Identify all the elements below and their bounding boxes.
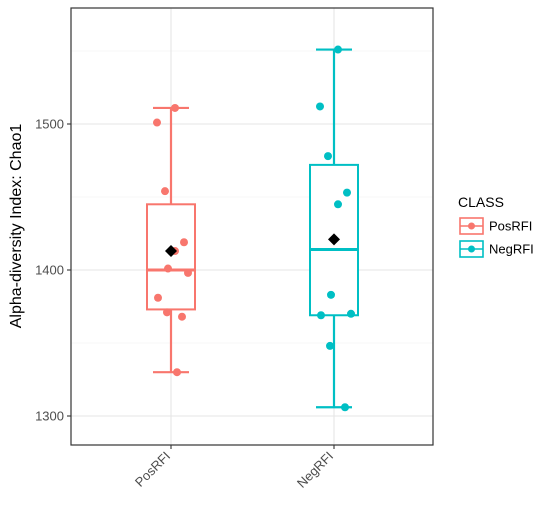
- legend-key-point: [468, 222, 475, 230]
- data-point: [154, 293, 162, 302]
- legend: CLASS PosRFI NegRFI: [458, 194, 534, 258]
- legend-label: PosRFI: [489, 219, 532, 234]
- mean-marker: [328, 233, 340, 246]
- legend-title: CLASS: [458, 194, 504, 210]
- data-point: [171, 103, 179, 112]
- data-point: [326, 341, 334, 350]
- data-point: [341, 403, 349, 412]
- x-tick-label: NegRFI: [294, 449, 336, 491]
- mean-marker: [165, 245, 177, 258]
- legend-key-point: [468, 245, 475, 253]
- data-point: [334, 45, 342, 54]
- data-point: [324, 152, 332, 161]
- boxes: [146, 45, 359, 412]
- data-point: [334, 200, 342, 209]
- y-tick-label: 1500: [35, 117, 64, 132]
- data-point: [164, 264, 172, 273]
- y-axis: 1300 1400 1500: [35, 117, 71, 424]
- data-point: [180, 238, 188, 247]
- data-point: [343, 188, 351, 197]
- data-point: [153, 118, 161, 127]
- box-group-NegRFI: [309, 45, 359, 412]
- data-point: [327, 290, 335, 299]
- legend-entry-NegRFI: NegRFI: [459, 240, 534, 258]
- data-point: [317, 311, 325, 320]
- panel-border: [70, 7, 434, 446]
- box-group-PosRFI: [146, 103, 196, 377]
- x-tick-label: PosRFI: [132, 449, 173, 490]
- panel-background: [71, 8, 433, 445]
- y-tick-label: 1400: [35, 263, 64, 278]
- data-point: [347, 309, 355, 318]
- data-point: [178, 312, 186, 321]
- data-point: [173, 368, 181, 377]
- data-point: [316, 102, 324, 111]
- data-point: [161, 187, 169, 196]
- y-axis-title: Alpha-diversity Index: Chao1: [8, 124, 25, 329]
- legend-entry-PosRFI: PosRFI: [459, 217, 532, 235]
- x-axis: PosRFI NegRFI: [132, 445, 336, 491]
- data-point: [163, 308, 171, 317]
- y-tick-label: 1300: [35, 409, 64, 424]
- legend-label: NegRFI: [489, 242, 534, 257]
- data-point: [184, 268, 192, 277]
